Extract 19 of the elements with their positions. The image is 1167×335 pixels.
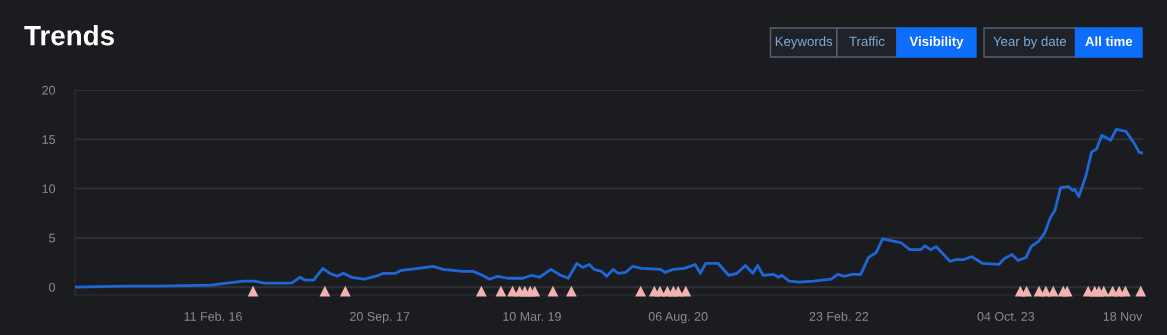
text: Traffic bbox=[849, 36, 885, 47]
text: Keywords bbox=[775, 36, 833, 49]
y-tick-label: 5 bbox=[49, 233, 56, 243]
x-tick-label: 04 Oct. 23 bbox=[977, 312, 1035, 321]
line-series bbox=[75, 128, 1143, 289]
text: Year by date bbox=[993, 36, 1067, 49]
x-tick-label: 06 Aug. 20 bbox=[648, 312, 708, 324]
x-tick-label: 18 Nov bbox=[1103, 312, 1143, 321]
x-tick-label: 20 Sep. 17 bbox=[350, 312, 410, 324]
text: Visibility bbox=[909, 36, 964, 49]
chart-title: Trends bbox=[24, 25, 114, 46]
x-tick-label: 10 Mar. 19 bbox=[503, 312, 561, 321]
y-tick-label: 15 bbox=[42, 135, 56, 144]
y-tick-label: 0 bbox=[49, 282, 56, 292]
x-tick-label: 11 Feb. 16 bbox=[184, 311, 242, 321]
y-tick-label: 20 bbox=[42, 85, 56, 95]
y-tick-label: 10 bbox=[42, 184, 56, 194]
x-tick-label: 23 Feb. 22 bbox=[809, 311, 869, 321]
text: All time bbox=[1085, 36, 1133, 47]
